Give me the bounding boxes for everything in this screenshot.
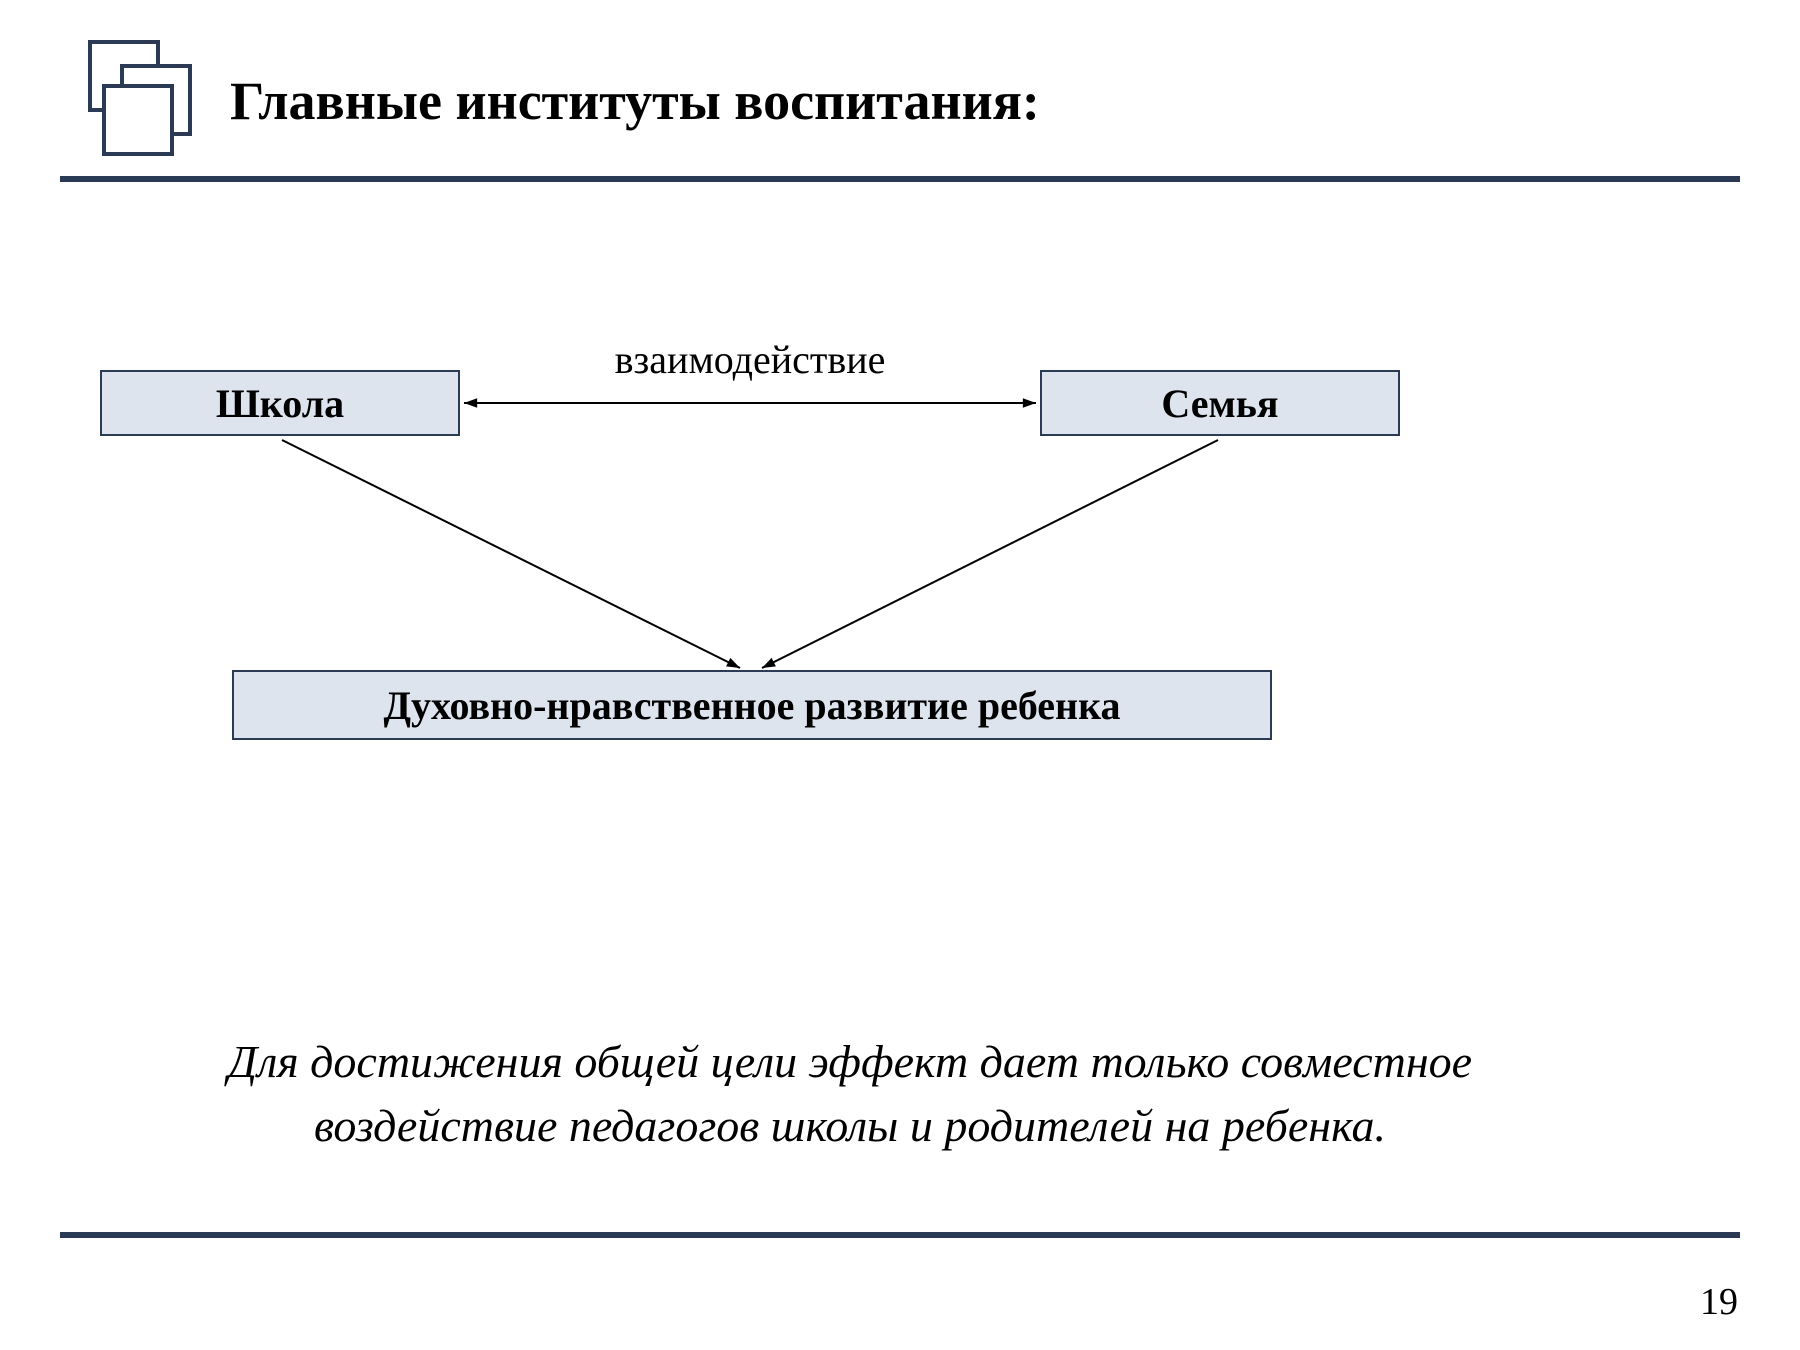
slide: Главные институты воспитания: Школа Семь… [0, 0, 1800, 1350]
slide-title: Главные институты воспитания: [230, 70, 1040, 132]
bottom-rule [60, 1232, 1740, 1238]
slide-caption: Для достижения общей цели эффект дает то… [150, 1030, 1550, 1158]
node-school: Школа [100, 370, 460, 436]
node-family: Семья [1040, 370, 1400, 436]
top-rule [60, 176, 1740, 182]
logo-square [102, 84, 174, 156]
page-number: 19 [1700, 1280, 1738, 1324]
node-goal: Духовно-нравственное развитие ребенка [232, 670, 1272, 740]
logo-icon [88, 40, 208, 160]
edge-label-interaction: взаимодействие [500, 336, 1000, 383]
